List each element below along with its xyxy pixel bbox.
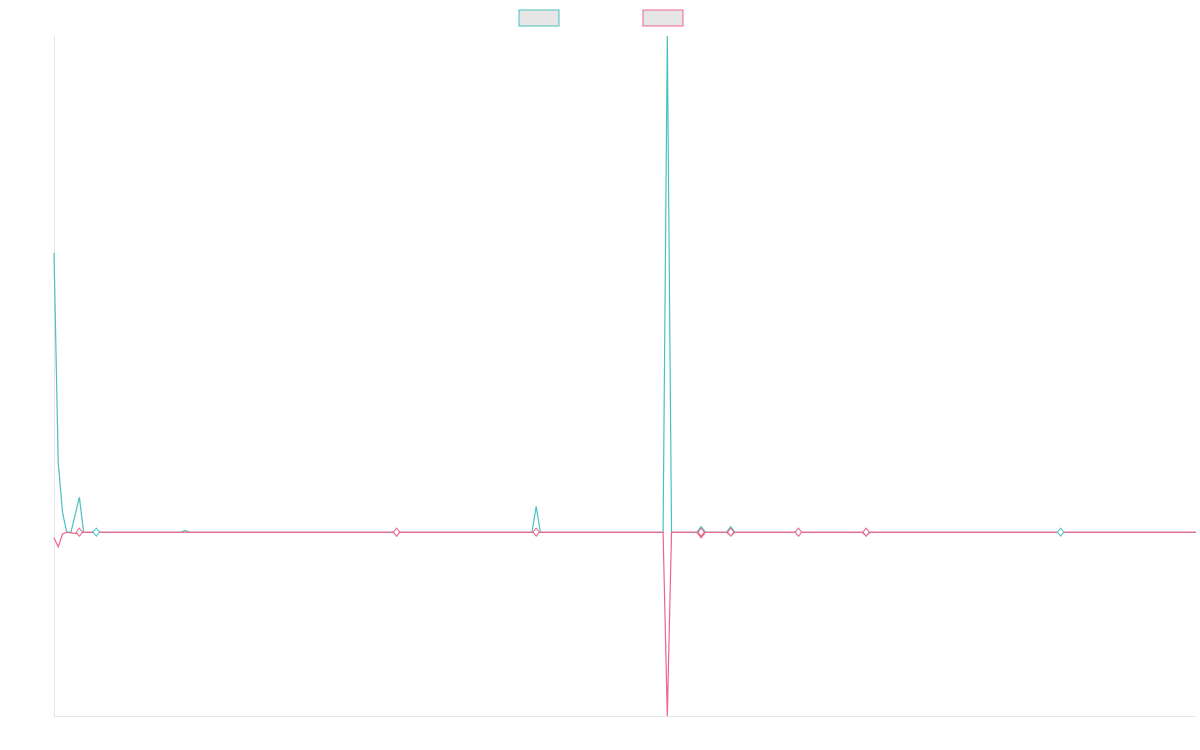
data-point-marker[interactable] [392,527,401,538]
axes [54,36,1196,717]
series-line-2 [53,531,1196,717]
data-point-marker[interactable] [532,527,541,538]
legend-swatch-1[interactable] [518,9,560,27]
data-point-marker[interactable] [1056,527,1065,538]
data-point-marker[interactable] [92,527,101,538]
data-point-marker[interactable] [862,527,870,538]
data-point-marker[interactable] [697,527,705,538]
series-line-1 [53,35,1196,533]
data-point-marker[interactable] [75,527,84,538]
legend [518,9,684,27]
series-group [53,35,1196,717]
data-point-marker[interactable] [726,527,735,538]
marker-group [75,527,1065,538]
data-point-marker[interactable] [794,527,803,538]
legend-swatch-2[interactable] [642,9,684,27]
